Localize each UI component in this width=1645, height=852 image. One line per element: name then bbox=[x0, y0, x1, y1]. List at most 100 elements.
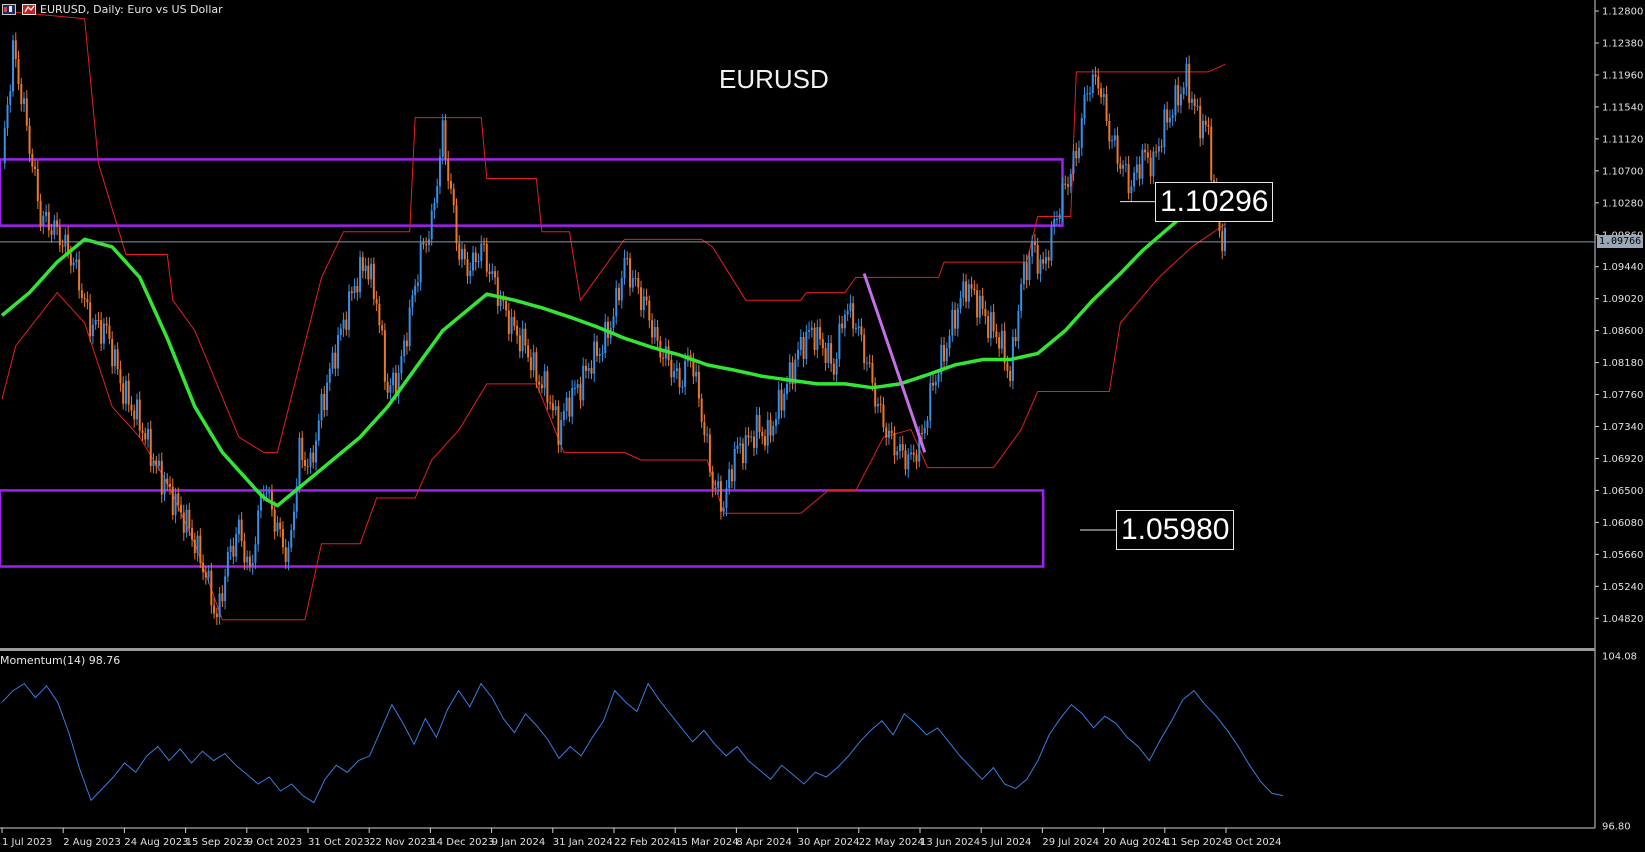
candle-body bbox=[23, 98, 26, 105]
candle-body bbox=[1086, 93, 1089, 95]
price-tick-label: 1.07760 bbox=[1602, 390, 1643, 401]
candle-body bbox=[959, 297, 962, 309]
candle-body bbox=[673, 371, 676, 378]
candle-body bbox=[984, 308, 987, 317]
candle-body bbox=[524, 328, 527, 346]
candle-body bbox=[797, 349, 800, 360]
candle-body bbox=[584, 365, 587, 371]
candle-body bbox=[447, 158, 450, 182]
price-tick-label: 1.12800 bbox=[1602, 7, 1643, 18]
candle-body bbox=[799, 337, 802, 350]
candle-body bbox=[221, 593, 224, 602]
price-tick-label: 1.11120 bbox=[1602, 134, 1643, 145]
time-tick-label: 2 Aug 2023 bbox=[63, 837, 121, 848]
candle-body bbox=[458, 243, 461, 260]
candle-body bbox=[182, 512, 185, 533]
candle-body bbox=[290, 529, 293, 548]
candle-body bbox=[14, 40, 17, 60]
time-tick-label: 15 Sep 2023 bbox=[186, 837, 249, 848]
candle-body bbox=[505, 300, 508, 311]
candle-body bbox=[714, 487, 717, 489]
candle-body bbox=[593, 341, 596, 374]
price-tick-label: 1.07340 bbox=[1602, 422, 1643, 433]
candle-body bbox=[235, 534, 238, 557]
candle-body bbox=[912, 452, 915, 455]
candle-body bbox=[303, 459, 306, 467]
trendline-layer bbox=[862, 273, 927, 453]
candle-body bbox=[747, 435, 750, 438]
candle-body bbox=[926, 420, 929, 428]
candle-body bbox=[337, 334, 340, 369]
price-tick-label: 1.06920 bbox=[1602, 454, 1643, 465]
time-tick-label: 20 Aug 2024 bbox=[1104, 837, 1168, 848]
candle-body bbox=[342, 319, 345, 329]
candle-body bbox=[612, 316, 615, 328]
candle-body bbox=[185, 509, 188, 533]
time-tick-label: 11 Sep 2024 bbox=[1165, 837, 1228, 848]
candle-body bbox=[1152, 151, 1155, 177]
candle-body bbox=[590, 368, 593, 374]
candle-body bbox=[502, 298, 505, 301]
candle-body bbox=[719, 481, 722, 512]
candle-body bbox=[53, 220, 56, 235]
candle-body bbox=[441, 120, 444, 157]
symbol-line: EURUSD, Daily: Euro vs US Dollar bbox=[40, 2, 223, 16]
candle-body bbox=[1080, 118, 1083, 148]
candle-body bbox=[334, 352, 337, 369]
candle-body bbox=[1177, 85, 1180, 106]
candle-body bbox=[695, 371, 698, 377]
candle-body bbox=[841, 323, 844, 329]
candle-body bbox=[882, 404, 885, 428]
candle-body bbox=[656, 327, 659, 341]
candle-body bbox=[1061, 183, 1064, 215]
candle-body bbox=[1196, 105, 1199, 107]
candle-body bbox=[273, 509, 276, 532]
candle-body bbox=[1009, 370, 1012, 381]
candle-body bbox=[461, 248, 464, 260]
candle-body bbox=[510, 316, 513, 334]
candle-body bbox=[571, 388, 574, 417]
candle-body bbox=[383, 330, 386, 382]
candle-body bbox=[1044, 257, 1047, 264]
level-label-upper[interactable]: 1.10296 bbox=[1155, 181, 1274, 222]
candle-body bbox=[532, 352, 535, 371]
price-axis: 1.12800 1.12380 1.11960 1.11540 1.11120 1.107… bbox=[1595, 7, 1643, 833]
momentum-line bbox=[1, 682, 1284, 804]
candle-body bbox=[557, 406, 560, 446]
candle-body bbox=[1000, 330, 1003, 349]
candle-body bbox=[1083, 94, 1086, 119]
candle-body bbox=[791, 362, 794, 385]
candle-body bbox=[1221, 231, 1224, 252]
candle-body bbox=[1058, 214, 1061, 220]
candle-body bbox=[582, 365, 585, 401]
time-tick-label: 30 Apr 2024 bbox=[798, 837, 860, 848]
candle-body bbox=[158, 460, 161, 466]
candle-body bbox=[516, 325, 519, 336]
grid bbox=[0, 0, 1596, 829]
candle-body bbox=[788, 362, 791, 384]
level-label-lower[interactable]: 1.05980 bbox=[1116, 509, 1235, 550]
candle-body bbox=[763, 436, 766, 446]
candle-body bbox=[1146, 152, 1149, 158]
candle-body bbox=[1119, 163, 1122, 169]
candle-body bbox=[94, 319, 97, 325]
candle-body bbox=[909, 452, 912, 455]
candle-body bbox=[587, 368, 590, 371]
candle-body bbox=[692, 359, 695, 377]
candle-body bbox=[135, 399, 138, 420]
candle-body bbox=[728, 469, 731, 489]
zone-rect-1 bbox=[0, 158, 1064, 227]
level-lines-layer bbox=[0, 201, 1595, 531]
trade-icon[interactable] bbox=[22, 3, 36, 15]
candle-body bbox=[573, 387, 576, 389]
candle-body bbox=[449, 181, 452, 189]
candle-body bbox=[940, 345, 943, 375]
candle-body bbox=[78, 259, 81, 291]
candle-body bbox=[1102, 94, 1105, 98]
candle-body bbox=[703, 421, 706, 436]
chart-header: EURUSD, Daily: Euro vs US Dollar bbox=[0, 0, 223, 18]
candle-body bbox=[708, 434, 711, 472]
candle-body bbox=[188, 509, 191, 528]
candle-body bbox=[981, 295, 984, 309]
candle-body bbox=[306, 466, 309, 468]
